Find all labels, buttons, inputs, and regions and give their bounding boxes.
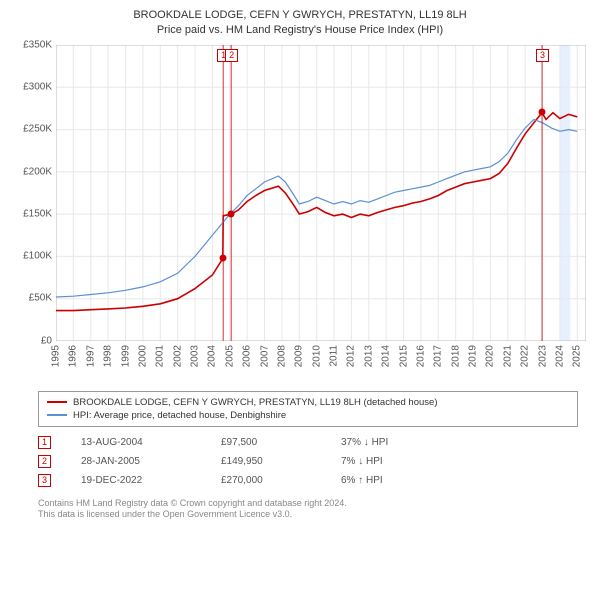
legend: BROOKDALE LODGE, CEFN Y GWRYCH, PRESTATY… bbox=[38, 391, 578, 427]
x-axis-label: 2023 bbox=[537, 345, 548, 367]
x-axis-label: 2009 bbox=[294, 345, 305, 367]
x-axis-label: 2015 bbox=[398, 345, 409, 367]
marker-number-box: 2 bbox=[38, 455, 51, 468]
x-axis-label: 1999 bbox=[120, 345, 131, 367]
marker-price: £270,000 bbox=[221, 475, 341, 486]
marker-date: 13-AUG-2004 bbox=[81, 437, 221, 448]
x-axis-label: 2004 bbox=[207, 345, 218, 367]
chart-title: BROOKDALE LODGE, CEFN Y GWRYCH, PRESTATY… bbox=[8, 8, 592, 39]
x-axis-label: 2014 bbox=[381, 345, 392, 367]
chart-svg bbox=[56, 45, 586, 341]
x-axis-label: 2005 bbox=[224, 345, 235, 367]
x-axis-label: 1995 bbox=[51, 345, 62, 367]
y-axis-label: £250K bbox=[23, 124, 52, 135]
legend-swatch bbox=[47, 401, 67, 403]
x-axis-label: 2002 bbox=[172, 345, 183, 367]
legend-swatch bbox=[47, 414, 67, 416]
price-marker-dot bbox=[539, 109, 546, 116]
price-marker-label: 3 bbox=[536, 49, 549, 62]
x-axis-label: 2012 bbox=[346, 345, 357, 367]
marker-table-row: 1 13-AUG-2004£97,50037% ↓ HPI bbox=[38, 433, 592, 452]
marker-hpi-delta: 37% ↓ HPI bbox=[341, 437, 461, 448]
marker-price: £97,500 bbox=[221, 437, 341, 448]
marker-table: 113-AUG-2004£97,50037% ↓ HPI228-JAN-2005… bbox=[38, 433, 592, 490]
legend-row: BROOKDALE LODGE, CEFN Y GWRYCH, PRESTATY… bbox=[47, 396, 569, 409]
x-axis-label: 1996 bbox=[68, 345, 79, 367]
x-axis-label: 2024 bbox=[554, 345, 565, 367]
x-axis-label: 2011 bbox=[329, 345, 340, 367]
footer-attribution: Contains HM Land Registry data © Crown c… bbox=[38, 498, 592, 521]
x-axis-label: 1998 bbox=[103, 345, 114, 367]
price-marker-label: 2 bbox=[225, 49, 238, 62]
footer-line-2: This data is licensed under the Open Gov… bbox=[38, 509, 592, 521]
x-axis-label: 2021 bbox=[502, 345, 513, 367]
x-axis-label: 2018 bbox=[450, 345, 461, 367]
x-axis-label: 2000 bbox=[137, 345, 148, 367]
marker-hpi-delta: 7% ↓ HPI bbox=[341, 456, 461, 467]
x-axis-label: 2016 bbox=[415, 345, 426, 367]
price-marker-dot bbox=[228, 210, 235, 217]
x-axis-label: 1997 bbox=[85, 345, 96, 367]
legend-row: HPI: Average price, detached house, Denb… bbox=[47, 409, 569, 422]
marker-table-row: 3 19-DEC-2022£270,0006% ↑ HPI bbox=[38, 471, 592, 490]
y-axis-label: £200K bbox=[23, 166, 52, 177]
y-axis-label: £50K bbox=[29, 293, 52, 304]
y-axis-label: £300K bbox=[23, 82, 52, 93]
x-axis-label: 2025 bbox=[572, 345, 583, 367]
title-line-2: Price paid vs. HM Land Registry's House … bbox=[8, 23, 592, 38]
x-axis-label: 2017 bbox=[433, 345, 444, 367]
x-axis-label: 2022 bbox=[520, 345, 531, 367]
x-axis-label: 2020 bbox=[485, 345, 496, 367]
marker-date: 19-DEC-2022 bbox=[81, 475, 221, 486]
marker-hpi-delta: 6% ↑ HPI bbox=[341, 475, 461, 486]
title-line-1: BROOKDALE LODGE, CEFN Y GWRYCH, PRESTATY… bbox=[8, 8, 592, 23]
legend-label: BROOKDALE LODGE, CEFN Y GWRYCH, PRESTATY… bbox=[73, 397, 437, 408]
marker-number-box: 3 bbox=[38, 474, 51, 487]
x-axis-label: 2007 bbox=[259, 345, 270, 367]
x-axis-label: 2001 bbox=[155, 345, 166, 367]
marker-date: 28-JAN-2005 bbox=[81, 456, 221, 467]
x-axis-label: 2013 bbox=[363, 345, 374, 367]
x-axis-label: 2008 bbox=[276, 345, 287, 367]
y-axis-label: £100K bbox=[23, 251, 52, 262]
x-axis-label: 2006 bbox=[242, 345, 253, 367]
chart-container: BROOKDALE LODGE, CEFN Y GWRYCH, PRESTATY… bbox=[8, 8, 592, 521]
legend-label: HPI: Average price, detached house, Denb… bbox=[73, 410, 286, 421]
marker-table-row: 2 28-JAN-2005£149,9507% ↓ HPI bbox=[38, 452, 592, 471]
x-axis-label: 2003 bbox=[190, 345, 201, 367]
marker-price: £149,950 bbox=[221, 456, 341, 467]
marker-number-box: 1 bbox=[38, 436, 51, 449]
x-axis-label: 2010 bbox=[311, 345, 322, 367]
y-axis-label: £150K bbox=[23, 208, 52, 219]
price-marker-dot bbox=[220, 255, 227, 262]
footer-line-1: Contains HM Land Registry data © Crown c… bbox=[38, 498, 592, 510]
plot-area: £0£50K£100K£150K£200K£250K£300K£350K1995… bbox=[8, 45, 592, 385]
y-axis-label: £350K bbox=[23, 39, 52, 50]
x-axis-label: 2019 bbox=[468, 345, 479, 367]
